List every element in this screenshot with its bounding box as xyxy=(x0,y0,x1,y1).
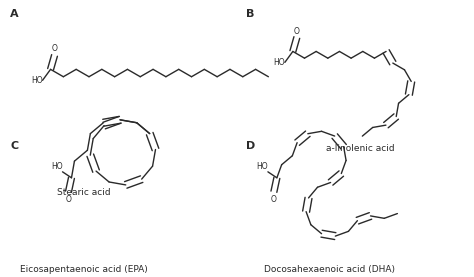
Text: HO: HO xyxy=(51,162,63,171)
Text: a-linolenic acid: a-linolenic acid xyxy=(326,144,394,153)
Text: Docosahexaenoic acid (DHA): Docosahexaenoic acid (DHA) xyxy=(264,265,395,274)
Text: HO: HO xyxy=(256,162,268,171)
Text: Eicosapentaenoic acid (EPA): Eicosapentaenoic acid (EPA) xyxy=(19,265,147,274)
Text: B: B xyxy=(246,9,255,19)
Text: Stearic acid: Stearic acid xyxy=(56,188,110,197)
Text: D: D xyxy=(246,141,255,151)
Text: O: O xyxy=(52,44,57,53)
Text: A: A xyxy=(10,9,19,19)
Text: O: O xyxy=(294,27,300,35)
Text: HO: HO xyxy=(31,76,43,85)
Text: HO: HO xyxy=(273,58,285,67)
Text: O: O xyxy=(65,195,72,204)
Text: C: C xyxy=(10,141,18,151)
Text: O: O xyxy=(271,195,277,204)
